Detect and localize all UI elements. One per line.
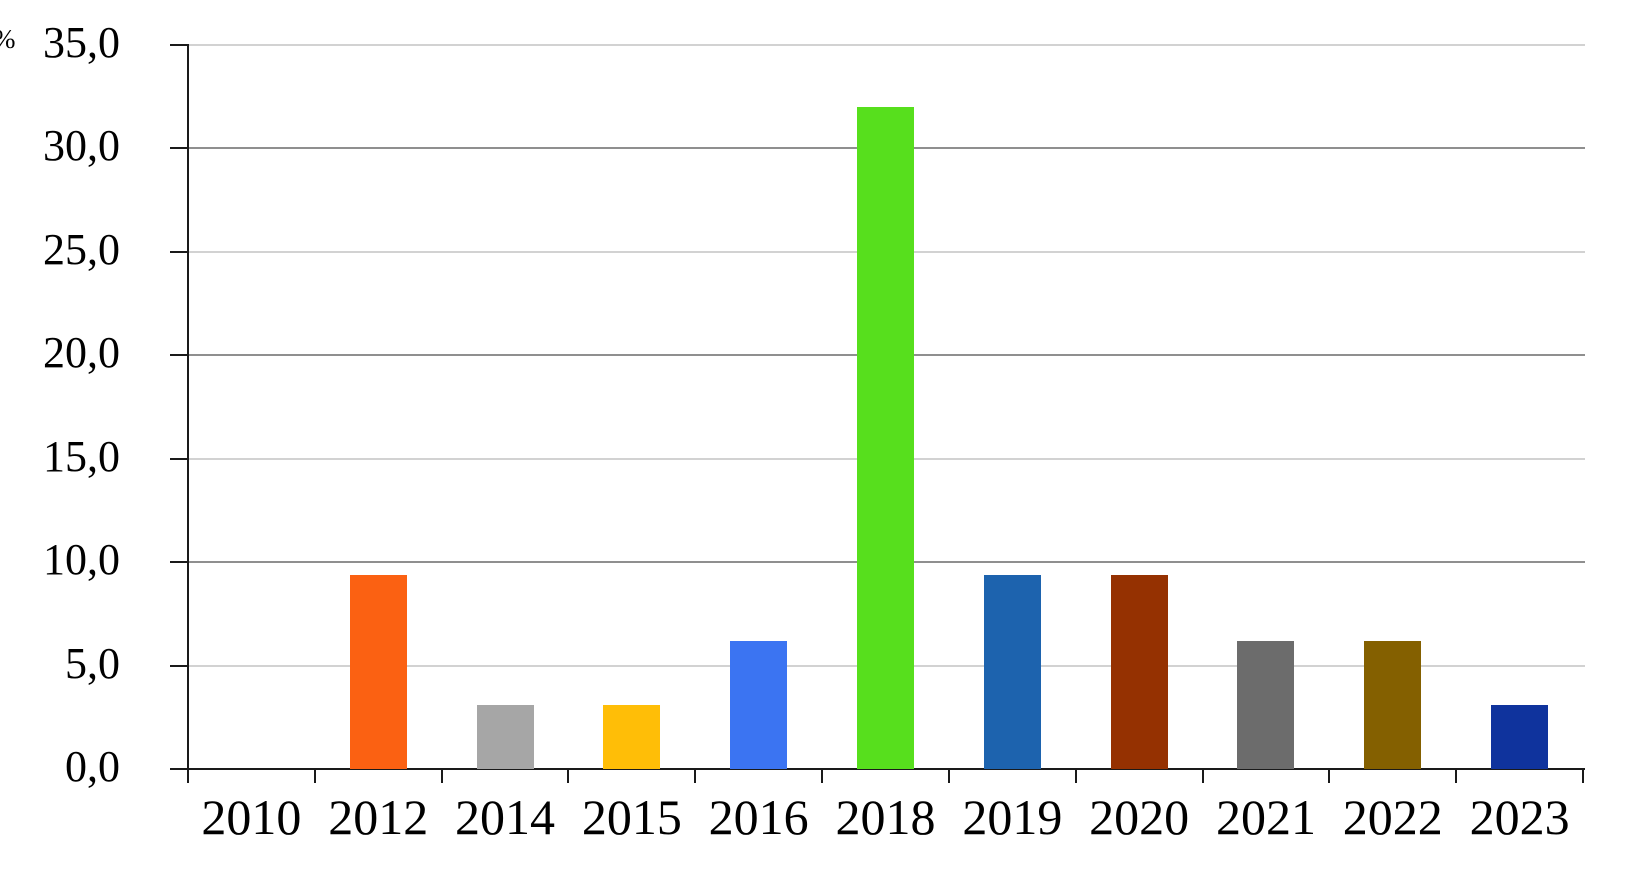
bar bbox=[476, 704, 534, 769]
bar bbox=[1364, 640, 1422, 769]
x-axis-tick bbox=[440, 770, 443, 783]
bar bbox=[730, 640, 788, 769]
x-tick-label: 2018 bbox=[835, 789, 936, 845]
y-axis-tick bbox=[170, 354, 188, 357]
x-tick-label: 2021 bbox=[1215, 789, 1316, 845]
x-axis-tick bbox=[1201, 770, 1204, 783]
x-axis-tick bbox=[1328, 770, 1331, 783]
x-axis-tick bbox=[187, 770, 189, 783]
y-tick-label: 0,0 bbox=[65, 742, 120, 791]
y-axis-tick bbox=[170, 457, 188, 460]
x-axis-tick bbox=[821, 770, 824, 783]
y-axis-tick bbox=[170, 147, 188, 150]
y-tick-label: 5,0 bbox=[65, 638, 120, 688]
y-axis-tick bbox=[170, 664, 188, 667]
y-tick-label: 25,0 bbox=[43, 224, 120, 274]
bar bbox=[349, 574, 407, 769]
x-axis-tick bbox=[313, 770, 316, 783]
y-tick-label: 35,0 bbox=[43, 18, 120, 67]
y-tick-label: 20,0 bbox=[43, 328, 120, 378]
y-axis-unit-label: % bbox=[0, 24, 16, 55]
bar bbox=[1237, 640, 1295, 769]
x-tick-label: 2016 bbox=[708, 789, 809, 845]
x-tick-label: 2014 bbox=[455, 789, 556, 845]
y-tick-label: 15,0 bbox=[43, 431, 120, 481]
x-axis-tick bbox=[1074, 770, 1077, 783]
bar bbox=[603, 704, 661, 769]
y-tick-label: 30,0 bbox=[43, 121, 120, 171]
x-tick-label: 2010 bbox=[201, 789, 302, 845]
gridline bbox=[188, 44, 1585, 46]
x-tick-label: 2012 bbox=[328, 789, 429, 845]
x-axis-tick bbox=[1582, 770, 1584, 783]
bar bbox=[1491, 704, 1549, 769]
y-tick-label: 10,0 bbox=[43, 535, 120, 585]
x-tick-label: 2015 bbox=[581, 789, 682, 845]
bar bbox=[983, 574, 1041, 769]
x-axis-tick bbox=[947, 770, 950, 783]
y-axis-tick bbox=[170, 250, 188, 253]
x-tick-label: 2019 bbox=[962, 789, 1063, 845]
y-axis-line bbox=[187, 44, 189, 770]
x-axis-tick bbox=[694, 770, 697, 783]
x-axis-tick bbox=[567, 770, 570, 783]
x-tick-label: 2023 bbox=[1469, 789, 1570, 845]
bar bbox=[1110, 574, 1168, 769]
bar bbox=[857, 107, 914, 769]
x-axis-line bbox=[170, 768, 1585, 770]
x-axis-tick bbox=[1455, 770, 1458, 783]
y-axis-tick bbox=[170, 44, 188, 46]
y-axis-tick bbox=[170, 561, 188, 564]
x-tick-label: 2022 bbox=[1342, 789, 1443, 845]
x-tick-label: 2020 bbox=[1089, 789, 1190, 845]
